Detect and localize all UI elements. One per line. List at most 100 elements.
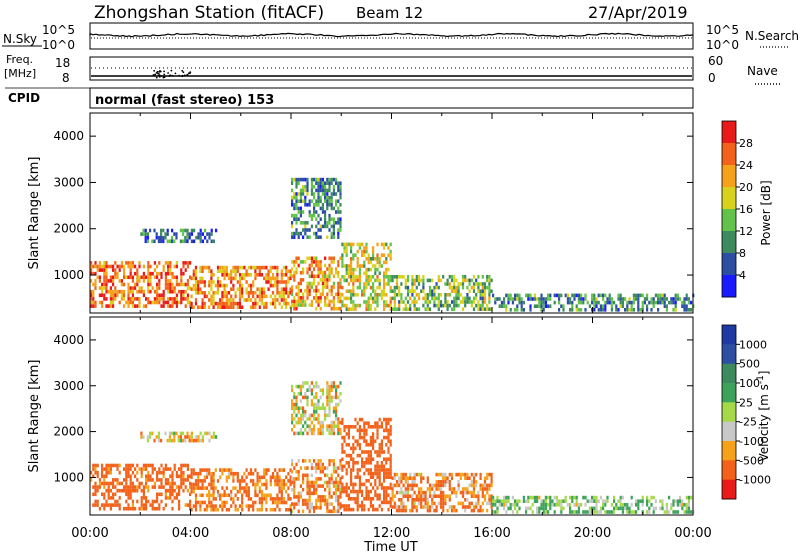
heatmap-cell — [339, 217, 342, 221]
heatmap-cell — [533, 297, 536, 301]
heatmap-cell — [230, 294, 233, 299]
heatmap-cell — [457, 303, 460, 308]
heatmap-cell — [192, 482, 195, 487]
heatmap-cell — [387, 417, 390, 422]
heatmap-cell — [481, 487, 484, 491]
heatmap-cell — [302, 424, 305, 428]
heatmap-cell — [354, 475, 357, 479]
heatmap-cell — [245, 468, 248, 472]
heatmap-cell — [626, 300, 629, 305]
heatmap-cell — [190, 471, 193, 476]
heatmap-cell — [404, 505, 407, 509]
heatmap-cell — [205, 265, 209, 270]
heatmap-cell — [668, 510, 671, 514]
heatmap-cell — [486, 303, 489, 308]
heatmap-cell — [435, 508, 438, 513]
heatmap-cell — [507, 300, 510, 305]
heatmap-cell — [341, 285, 344, 290]
heatmap-cell — [376, 453, 379, 458]
heatmap-cell — [197, 232, 200, 236]
heatmap-cell — [236, 475, 239, 480]
heatmap-cell — [490, 494, 493, 498]
heatmap-cell — [129, 297, 132, 301]
heatmap-cell — [398, 505, 401, 509]
heatmap-cell — [125, 470, 128, 475]
heatmap-cell — [383, 471, 386, 476]
heatmap-cell — [472, 487, 476, 491]
heatmap-cell — [310, 185, 313, 189]
heatmap-cell — [199, 287, 202, 291]
heatmap-cell — [324, 303, 327, 307]
heatmap-cell — [302, 410, 305, 414]
heatmap-cell — [352, 285, 355, 290]
heatmap-cell — [201, 298, 204, 302]
heatmap-cell — [118, 289, 121, 294]
heatmap-cell — [112, 304, 115, 308]
heatmap-cell — [155, 232, 158, 236]
heatmap-cell — [321, 274, 324, 279]
heatmap-cell — [690, 300, 693, 305]
heatmap-cell — [376, 260, 379, 265]
heatmap-cell — [330, 267, 333, 271]
heatmap-cell — [149, 275, 152, 280]
heatmap-cell — [234, 265, 237, 270]
heatmap-cell — [236, 479, 239, 483]
heatmap-cell — [280, 489, 283, 494]
heatmap-cell — [330, 195, 333, 200]
heatmap-cell — [448, 498, 451, 502]
heatmap-cell — [339, 299, 342, 304]
heatmap-cell — [433, 508, 436, 513]
heatmap-cell — [317, 181, 320, 185]
heatmap-cell — [522, 495, 525, 500]
heatmap-cell — [551, 499, 554, 503]
heatmap-cell — [164, 286, 167, 290]
heatmap-cell — [299, 495, 302, 499]
heatmap-cell — [230, 489, 233, 494]
heatmap-cell — [168, 239, 171, 244]
heatmap-cell — [180, 481, 183, 486]
heatmap-cell — [142, 289, 145, 294]
heatmap-cell — [302, 509, 305, 514]
nave-point — [186, 74, 189, 77]
heatmap-cell — [477, 300, 480, 304]
heatmap-cell — [337, 428, 340, 432]
heatmap-cell — [142, 304, 145, 308]
heatmap-cell — [630, 503, 633, 507]
heatmap-cell — [352, 289, 355, 293]
heatmap-cell — [184, 297, 187, 301]
heatmap-cell — [398, 285, 401, 290]
heatmap-cell — [374, 507, 377, 512]
heatmap-cell — [158, 297, 161, 301]
heatmap-cell — [321, 192, 324, 196]
heatmap-cell — [225, 273, 228, 277]
heatmap-cell — [319, 431, 322, 436]
heatmap-cell — [112, 264, 115, 269]
heatmap-cell — [468, 282, 471, 286]
heatmap-cell — [201, 500, 204, 505]
heatmap-cell — [584, 495, 587, 500]
heatmap-cell — [131, 506, 134, 511]
heatmap-cell — [337, 509, 340, 514]
heatmap-cell — [358, 446, 361, 451]
heatmap-cell — [158, 282, 161, 287]
heatmap-cell — [299, 491, 302, 496]
heatmap-cell — [367, 479, 370, 483]
heatmap-cell — [560, 510, 563, 514]
heatmap-cell — [299, 195, 302, 200]
heatmap-cell — [293, 213, 296, 218]
heatmap-cell — [118, 481, 121, 486]
heatmap-cell — [621, 297, 624, 301]
heatmap-cell — [193, 438, 196, 443]
heatmap-cell — [617, 293, 620, 298]
heatmap-cell — [269, 280, 272, 284]
heatmap-cell — [308, 505, 311, 510]
heatmap-cell — [291, 203, 294, 207]
heatmap-cell — [171, 431, 174, 436]
heatmap-cell — [383, 500, 386, 505]
heatmap-cell — [459, 476, 462, 480]
heatmap-cell — [619, 495, 622, 500]
heatmap-cell — [479, 293, 482, 297]
heatmap-cell — [389, 486, 392, 490]
heatmap-cell — [127, 506, 130, 511]
